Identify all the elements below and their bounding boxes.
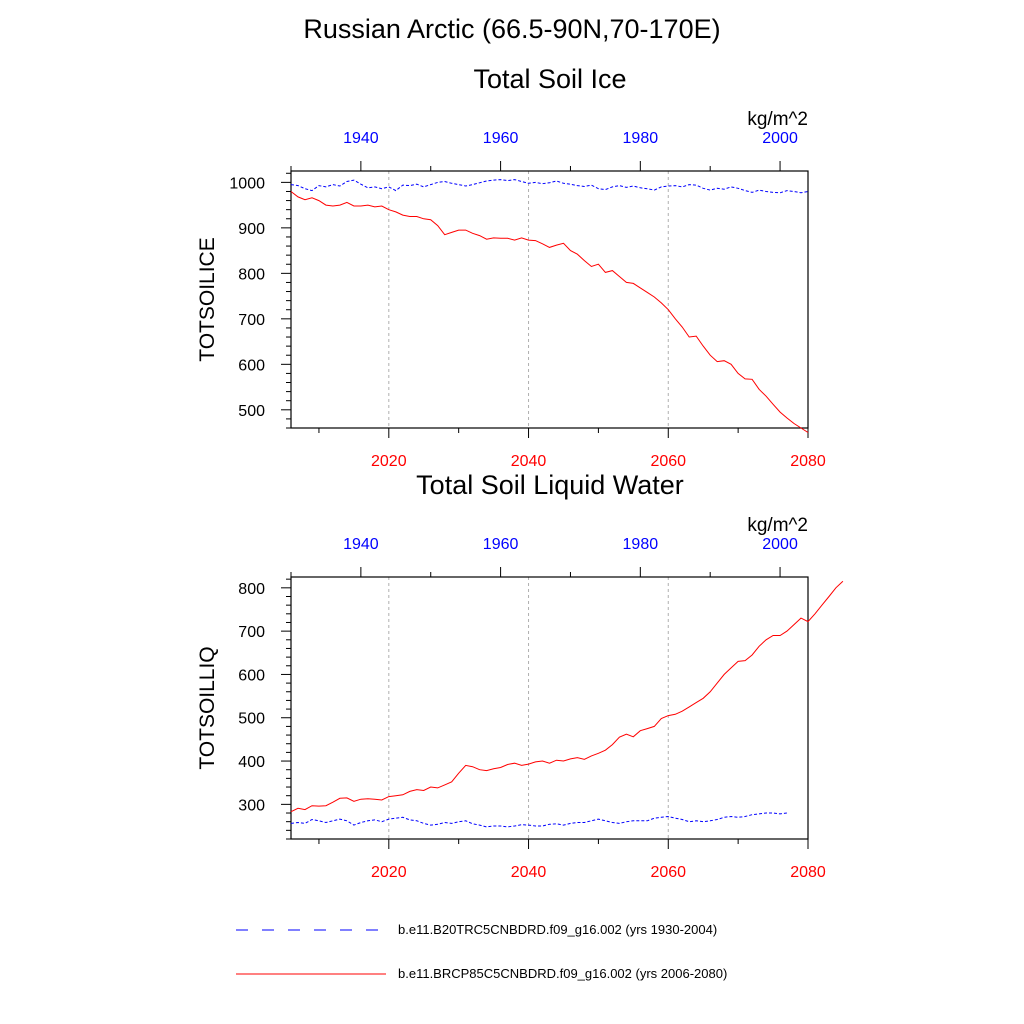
- y-tick-label: 500: [238, 711, 265, 728]
- legend-label-historical: b.e11.B20TRC5CNBDRD.f09_g16.002 (yrs 193…: [398, 922, 717, 937]
- y-axis-label: TOTSOILLIQ: [196, 646, 219, 769]
- x-bottom-tick-label: 2080: [790, 453, 826, 470]
- plot-frame: [290, 576, 809, 840]
- legend-label-future: b.e11.BRCP85C5CNBDRD.f09_g16.002 (yrs 20…: [398, 966, 727, 981]
- x-bottom-tick-label: 2080: [790, 864, 826, 881]
- x-bottom-tick-label: 2060: [650, 864, 686, 881]
- y-tick-label: 600: [238, 667, 265, 684]
- historical-series-line: [290, 812, 788, 828]
- chart-title: Total Soil Ice: [473, 64, 626, 94]
- x-top-tick-label: 1960: [483, 536, 519, 553]
- figure-title: Russian Arctic (66.5-90N,70-170E): [303, 14, 721, 44]
- y-tick-label: 800: [238, 266, 265, 283]
- x-bottom-tick-label: 2020: [371, 864, 407, 881]
- legend: b.e11.B20TRC5CNBDRD.f09_g16.002 (yrs 193…: [236, 922, 727, 981]
- x-bottom-tick-label: 2040: [511, 453, 547, 470]
- y-tick-label: 500: [238, 403, 265, 420]
- future-series-line: [290, 580, 844, 813]
- y-tick-label: 600: [238, 357, 265, 374]
- y-tick-label: 1000: [229, 175, 265, 192]
- x-top-tick-label: 1980: [623, 536, 659, 553]
- x-bottom-tick-label: 2060: [650, 453, 686, 470]
- y-tick-label: 700: [238, 312, 265, 329]
- historical-series-line: [290, 179, 809, 194]
- chart-title: Total Soil Liquid Water: [416, 470, 684, 500]
- y-tick-label: 400: [238, 754, 265, 771]
- units-label: kg/m^2: [747, 515, 808, 536]
- x-bottom-tick-label: 2020: [371, 453, 407, 470]
- soil-liquid-panel: Total Soil Liquid Water kg/m^2 300 400 500 60…: [196, 470, 844, 881]
- y-tick-label: 300: [238, 797, 265, 814]
- x-top-tick-label: 1980: [623, 130, 659, 147]
- x-top-tick-label: 1960: [483, 130, 519, 147]
- x-top-tick-label: 1940: [343, 130, 379, 147]
- y-axis-label: TOTSOILICE: [196, 237, 219, 361]
- future-series-line: [290, 191, 809, 433]
- x-top-tick-label: 2000: [762, 130, 798, 147]
- y-tick-label: 900: [238, 221, 265, 238]
- y-tick-label: 700: [238, 624, 265, 641]
- units-label: kg/m^2: [747, 109, 808, 130]
- plot-frame: [290, 170, 809, 429]
- y-tick-label: 800: [238, 581, 265, 598]
- soil-ice-panel: Total Soil Ice kg/m^2 500 600 700 800 900 1000 T…: [196, 64, 826, 470]
- x-bottom-tick-label: 2040: [511, 864, 547, 881]
- x-top-tick-label: 2000: [762, 536, 798, 553]
- x-top-tick-label: 1940: [343, 536, 379, 553]
